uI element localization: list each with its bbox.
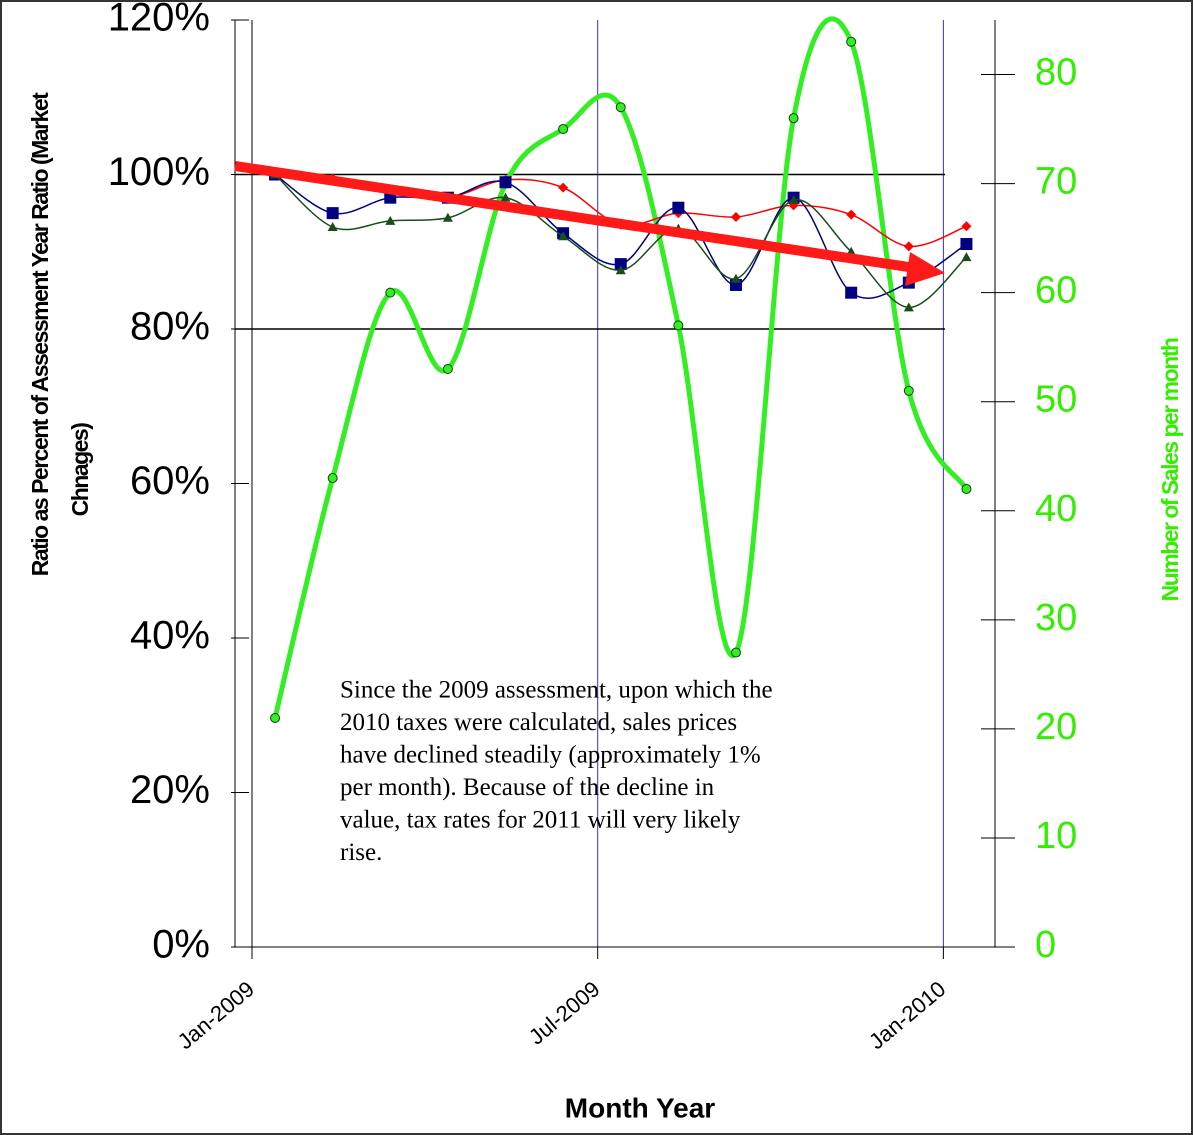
marker (442, 212, 453, 222)
marker (442, 363, 453, 374)
marker (673, 320, 684, 331)
y-tick-label: 0% (152, 923, 210, 967)
x-tick-label: Jan-2010 (864, 976, 950, 1054)
x-tick-label: Jul-2009 (524, 976, 605, 1049)
marker (960, 238, 973, 251)
arrow-shaft (234, 161, 916, 273)
y-axis-title: Chnages) (67, 423, 93, 517)
x-tick-label: Jan-2009 (173, 976, 259, 1054)
annotation-text: have declined steadily (approximately 1% (340, 742, 761, 769)
marker (327, 473, 338, 484)
marker (558, 231, 569, 241)
marker (385, 287, 396, 298)
annotation-text: value, tax rates for 2011 will very like… (340, 807, 741, 834)
y-tick-label: 120% (108, 0, 210, 40)
marker (788, 194, 799, 204)
marker (903, 302, 914, 312)
y2-tick-label: 10 (1035, 815, 1077, 857)
trend-arrow (234, 161, 945, 286)
marker (730, 647, 741, 658)
marker (558, 182, 569, 193)
marker (326, 207, 339, 220)
marker (614, 258, 627, 271)
annotation-text: per month). Because of the decline in (340, 774, 715, 801)
marker (846, 36, 857, 47)
y-tick-label: 20% (130, 768, 210, 812)
annotation-text: Since the 2009 assessment, upon which th… (340, 677, 773, 704)
marker (730, 273, 741, 283)
marker (961, 483, 972, 494)
y-axis-title: Ratio as Percent of Assessment Year Rati… (27, 92, 53, 576)
marker (788, 113, 799, 124)
marker (385, 215, 396, 225)
y2-tick-label: 0 (1035, 924, 1056, 966)
series-line (274, 173, 967, 299)
y2-tick-label: 70 (1035, 161, 1077, 203)
marker (730, 211, 741, 222)
series-line (272, 16, 969, 719)
y-tick-label: 80% (130, 305, 210, 349)
annotation-text: rise. (340, 839, 382, 866)
marker (903, 385, 914, 396)
y2-tick-label: 30 (1035, 597, 1077, 639)
marker (615, 102, 626, 113)
y2-tick-label: 20 (1035, 706, 1077, 748)
series-line (274, 173, 967, 309)
marker (846, 209, 857, 220)
marker (961, 221, 972, 232)
marker (327, 222, 338, 232)
y-tick-label: 40% (130, 614, 210, 658)
marker (845, 286, 858, 299)
arrow-head (905, 252, 945, 286)
marker (499, 176, 512, 189)
marker (903, 241, 914, 252)
marker (615, 265, 626, 275)
y-tick-label: 100% (108, 150, 210, 194)
marker (672, 201, 685, 214)
annotation-text: 2010 taxes were calculated, sales prices (340, 709, 737, 736)
marker (500, 192, 511, 202)
marker (270, 712, 281, 723)
y2-tick-label: 60 (1035, 270, 1077, 312)
marker (961, 252, 972, 262)
y2-tick-label: 40 (1035, 488, 1077, 530)
y2-tick-label: 50 (1035, 379, 1077, 421)
marker (558, 124, 569, 135)
y2-tick-label: 80 (1035, 52, 1077, 94)
y-tick-label: 60% (130, 459, 210, 503)
x-axis-title: Month Year (565, 1092, 716, 1123)
y2-axis-title: Number of Sales per month (1157, 338, 1183, 601)
